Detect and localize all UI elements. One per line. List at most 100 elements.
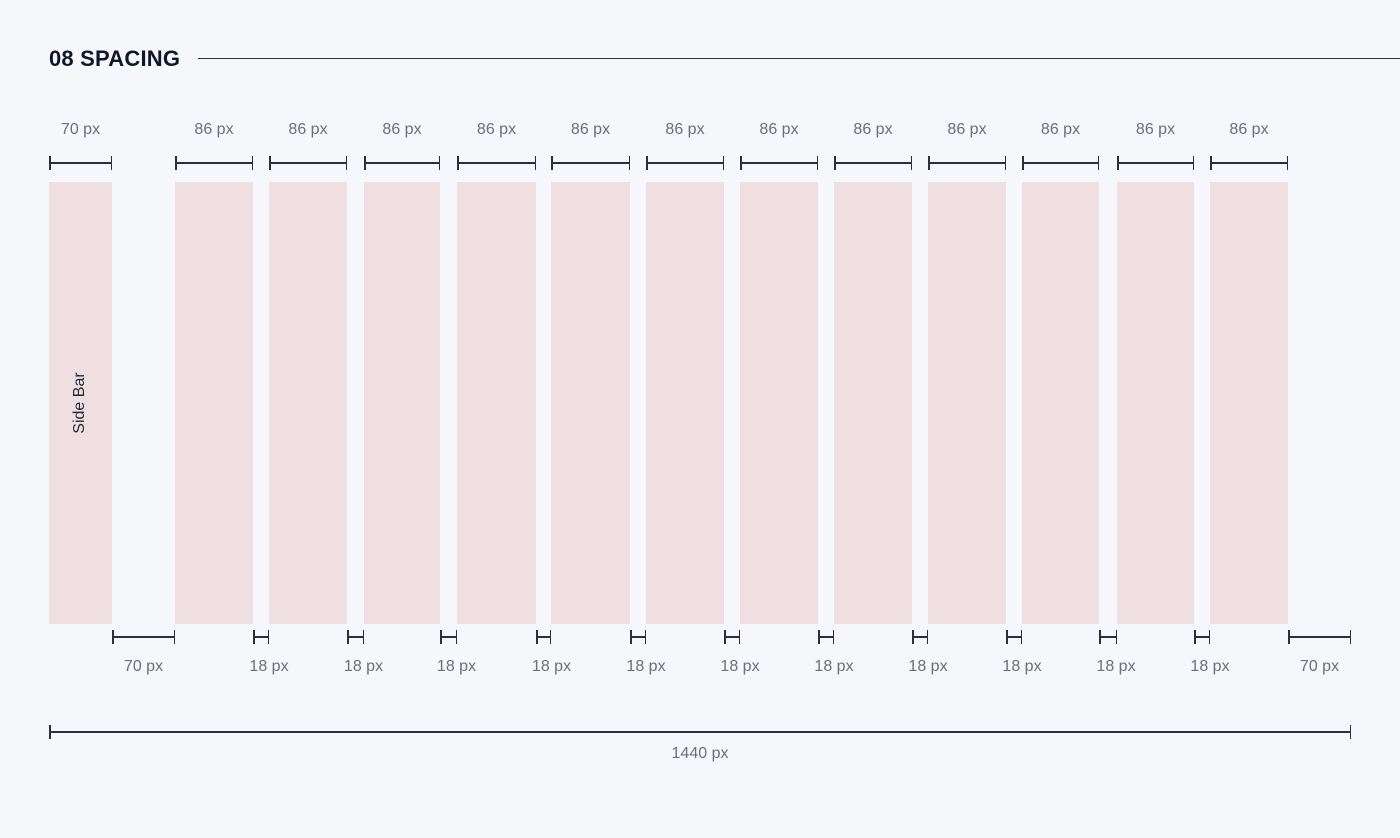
grid-column	[1022, 182, 1099, 624]
measure-line	[457, 162, 536, 164]
measure-line	[928, 162, 1006, 164]
gutter-label: 18 px	[1002, 658, 1042, 675]
measure-tick	[536, 630, 538, 644]
measure-tick	[926, 630, 928, 644]
measure-tick	[644, 630, 646, 644]
measure-line	[49, 731, 1351, 733]
sidebar-column	[49, 182, 112, 624]
measure-line	[912, 636, 928, 638]
column-width-label: 86 px	[194, 121, 234, 138]
measure-tick	[818, 630, 820, 644]
measure-tick	[724, 630, 726, 644]
measure-tick	[455, 630, 457, 644]
column-width-measure	[1210, 156, 1288, 170]
measure-line	[49, 162, 112, 164]
measure-line	[630, 636, 646, 638]
grid-column	[1210, 182, 1288, 624]
column-width-measure	[364, 156, 440, 170]
measure-tick	[253, 630, 255, 644]
measure-tick	[816, 156, 818, 170]
measure-tick	[269, 156, 271, 170]
measure-tick	[630, 630, 632, 644]
grid-column	[740, 182, 818, 624]
gutter-label: 18 px	[1096, 658, 1136, 675]
measure-line	[724, 636, 740, 638]
measure-tick	[1349, 725, 1351, 739]
gutter-measure	[440, 630, 457, 644]
measure-tick	[1286, 156, 1288, 170]
gutter-measure	[536, 630, 551, 644]
column-width-measure	[457, 156, 536, 170]
measure-tick	[1020, 630, 1022, 644]
measure-tick	[438, 156, 440, 170]
gutter-measure	[1006, 630, 1022, 644]
measure-line	[834, 162, 912, 164]
column-width-label: 86 px	[853, 121, 893, 138]
measure-line	[1194, 636, 1210, 638]
column-width-measure	[834, 156, 912, 170]
measure-line	[536, 636, 551, 638]
measure-line	[1288, 636, 1351, 638]
measure-tick	[832, 630, 834, 644]
gutter-measure	[724, 630, 740, 644]
measure-tick	[722, 156, 724, 170]
gutter-label: 18 px	[908, 658, 948, 675]
column-width-measure	[928, 156, 1006, 170]
grid-column	[269, 182, 347, 624]
measure-tick	[549, 630, 551, 644]
column-width-label: 86 px	[288, 121, 328, 138]
measure-line	[1117, 162, 1194, 164]
grid-column	[551, 182, 630, 624]
measure-line	[551, 162, 630, 164]
column-width-label: 86 px	[1229, 121, 1269, 138]
column-width-label: 86 px	[759, 121, 799, 138]
column-width-measure	[646, 156, 724, 170]
column-width-label: 86 px	[382, 121, 422, 138]
measure-line	[740, 162, 818, 164]
measure-tick	[112, 630, 114, 644]
measure-tick	[1210, 156, 1212, 170]
measure-line	[1022, 162, 1099, 164]
gutter-measure	[1099, 630, 1117, 644]
gutter-label: 18 px	[1190, 658, 1230, 675]
grid-column	[834, 182, 912, 624]
measure-line	[1006, 636, 1022, 638]
measure-tick	[457, 156, 459, 170]
measure-line	[1099, 636, 1117, 638]
title-rule	[198, 58, 1400, 59]
column-width-label: 86 px	[665, 121, 705, 138]
measure-tick	[49, 725, 51, 739]
measure-tick	[1117, 156, 1119, 170]
measure-line	[253, 636, 269, 638]
measure-tick	[740, 156, 742, 170]
measure-tick	[628, 156, 630, 170]
margin-left-measure	[112, 630, 175, 644]
gutter-label: 18 px	[531, 658, 572, 675]
sidebar-width-measure	[49, 156, 112, 170]
measure-tick	[1006, 630, 1008, 644]
gutter-measure	[347, 630, 364, 644]
measure-tick	[912, 630, 914, 644]
column-width-measure	[740, 156, 818, 170]
measure-line	[646, 162, 724, 164]
measure-tick	[175, 156, 177, 170]
measure-tick	[1194, 630, 1196, 644]
measure-tick	[551, 156, 553, 170]
sidebar-label: Side Bar	[71, 372, 88, 434]
measure-tick	[738, 630, 740, 644]
gutter-label: 18 px	[814, 658, 854, 675]
measure-tick	[440, 630, 442, 644]
gutter-measure	[630, 630, 646, 644]
measure-tick	[110, 156, 112, 170]
grid-column	[364, 182, 440, 624]
grid-column	[928, 182, 1006, 624]
measure-tick	[1115, 630, 1117, 644]
total-width-measure	[49, 725, 1351, 739]
column-width-measure	[1022, 156, 1099, 170]
gutter-label: 18 px	[343, 658, 384, 675]
total-width-label: 1440 px	[671, 745, 729, 762]
column-width-measure	[175, 156, 253, 170]
sidebar-width-label: 70 px	[60, 121, 101, 138]
measure-tick	[173, 630, 175, 644]
measure-line	[440, 636, 457, 638]
